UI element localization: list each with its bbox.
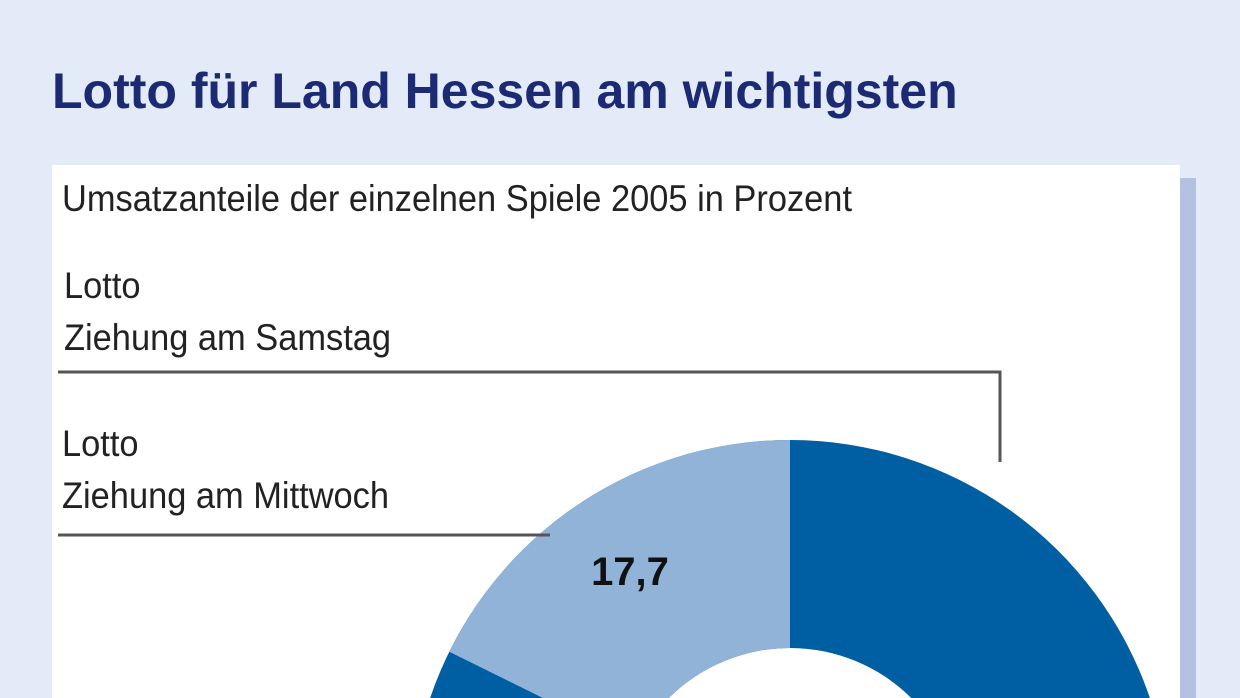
- legend-label-mittwoch-line1: Lotto: [62, 423, 139, 464]
- chart-title: Lotto für Land Hessen am wichtigsten: [52, 63, 958, 119]
- legend-label-samstag-line1: Lotto: [64, 265, 141, 306]
- leader-line-samstag: [58, 370, 1002, 462]
- legend-label-samstag: Lotto Ziehung am Samstag: [64, 260, 391, 364]
- legend-label-samstag-line2: Ziehung am Samstag: [64, 317, 392, 358]
- panel-shadow: [1180, 178, 1196, 698]
- chart-subtitle: Umsatzanteile der einzelnen Spiele 2005 …: [62, 178, 853, 219]
- legend-label-mittwoch: Lotto Ziehung am Mittwoch: [62, 418, 389, 522]
- value-label-mittwoch: 17,7: [591, 550, 669, 594]
- slice-mittwoch: [449, 439, 790, 698]
- legend-label-mittwoch-line2: Ziehung am Mittwoch: [62, 475, 390, 516]
